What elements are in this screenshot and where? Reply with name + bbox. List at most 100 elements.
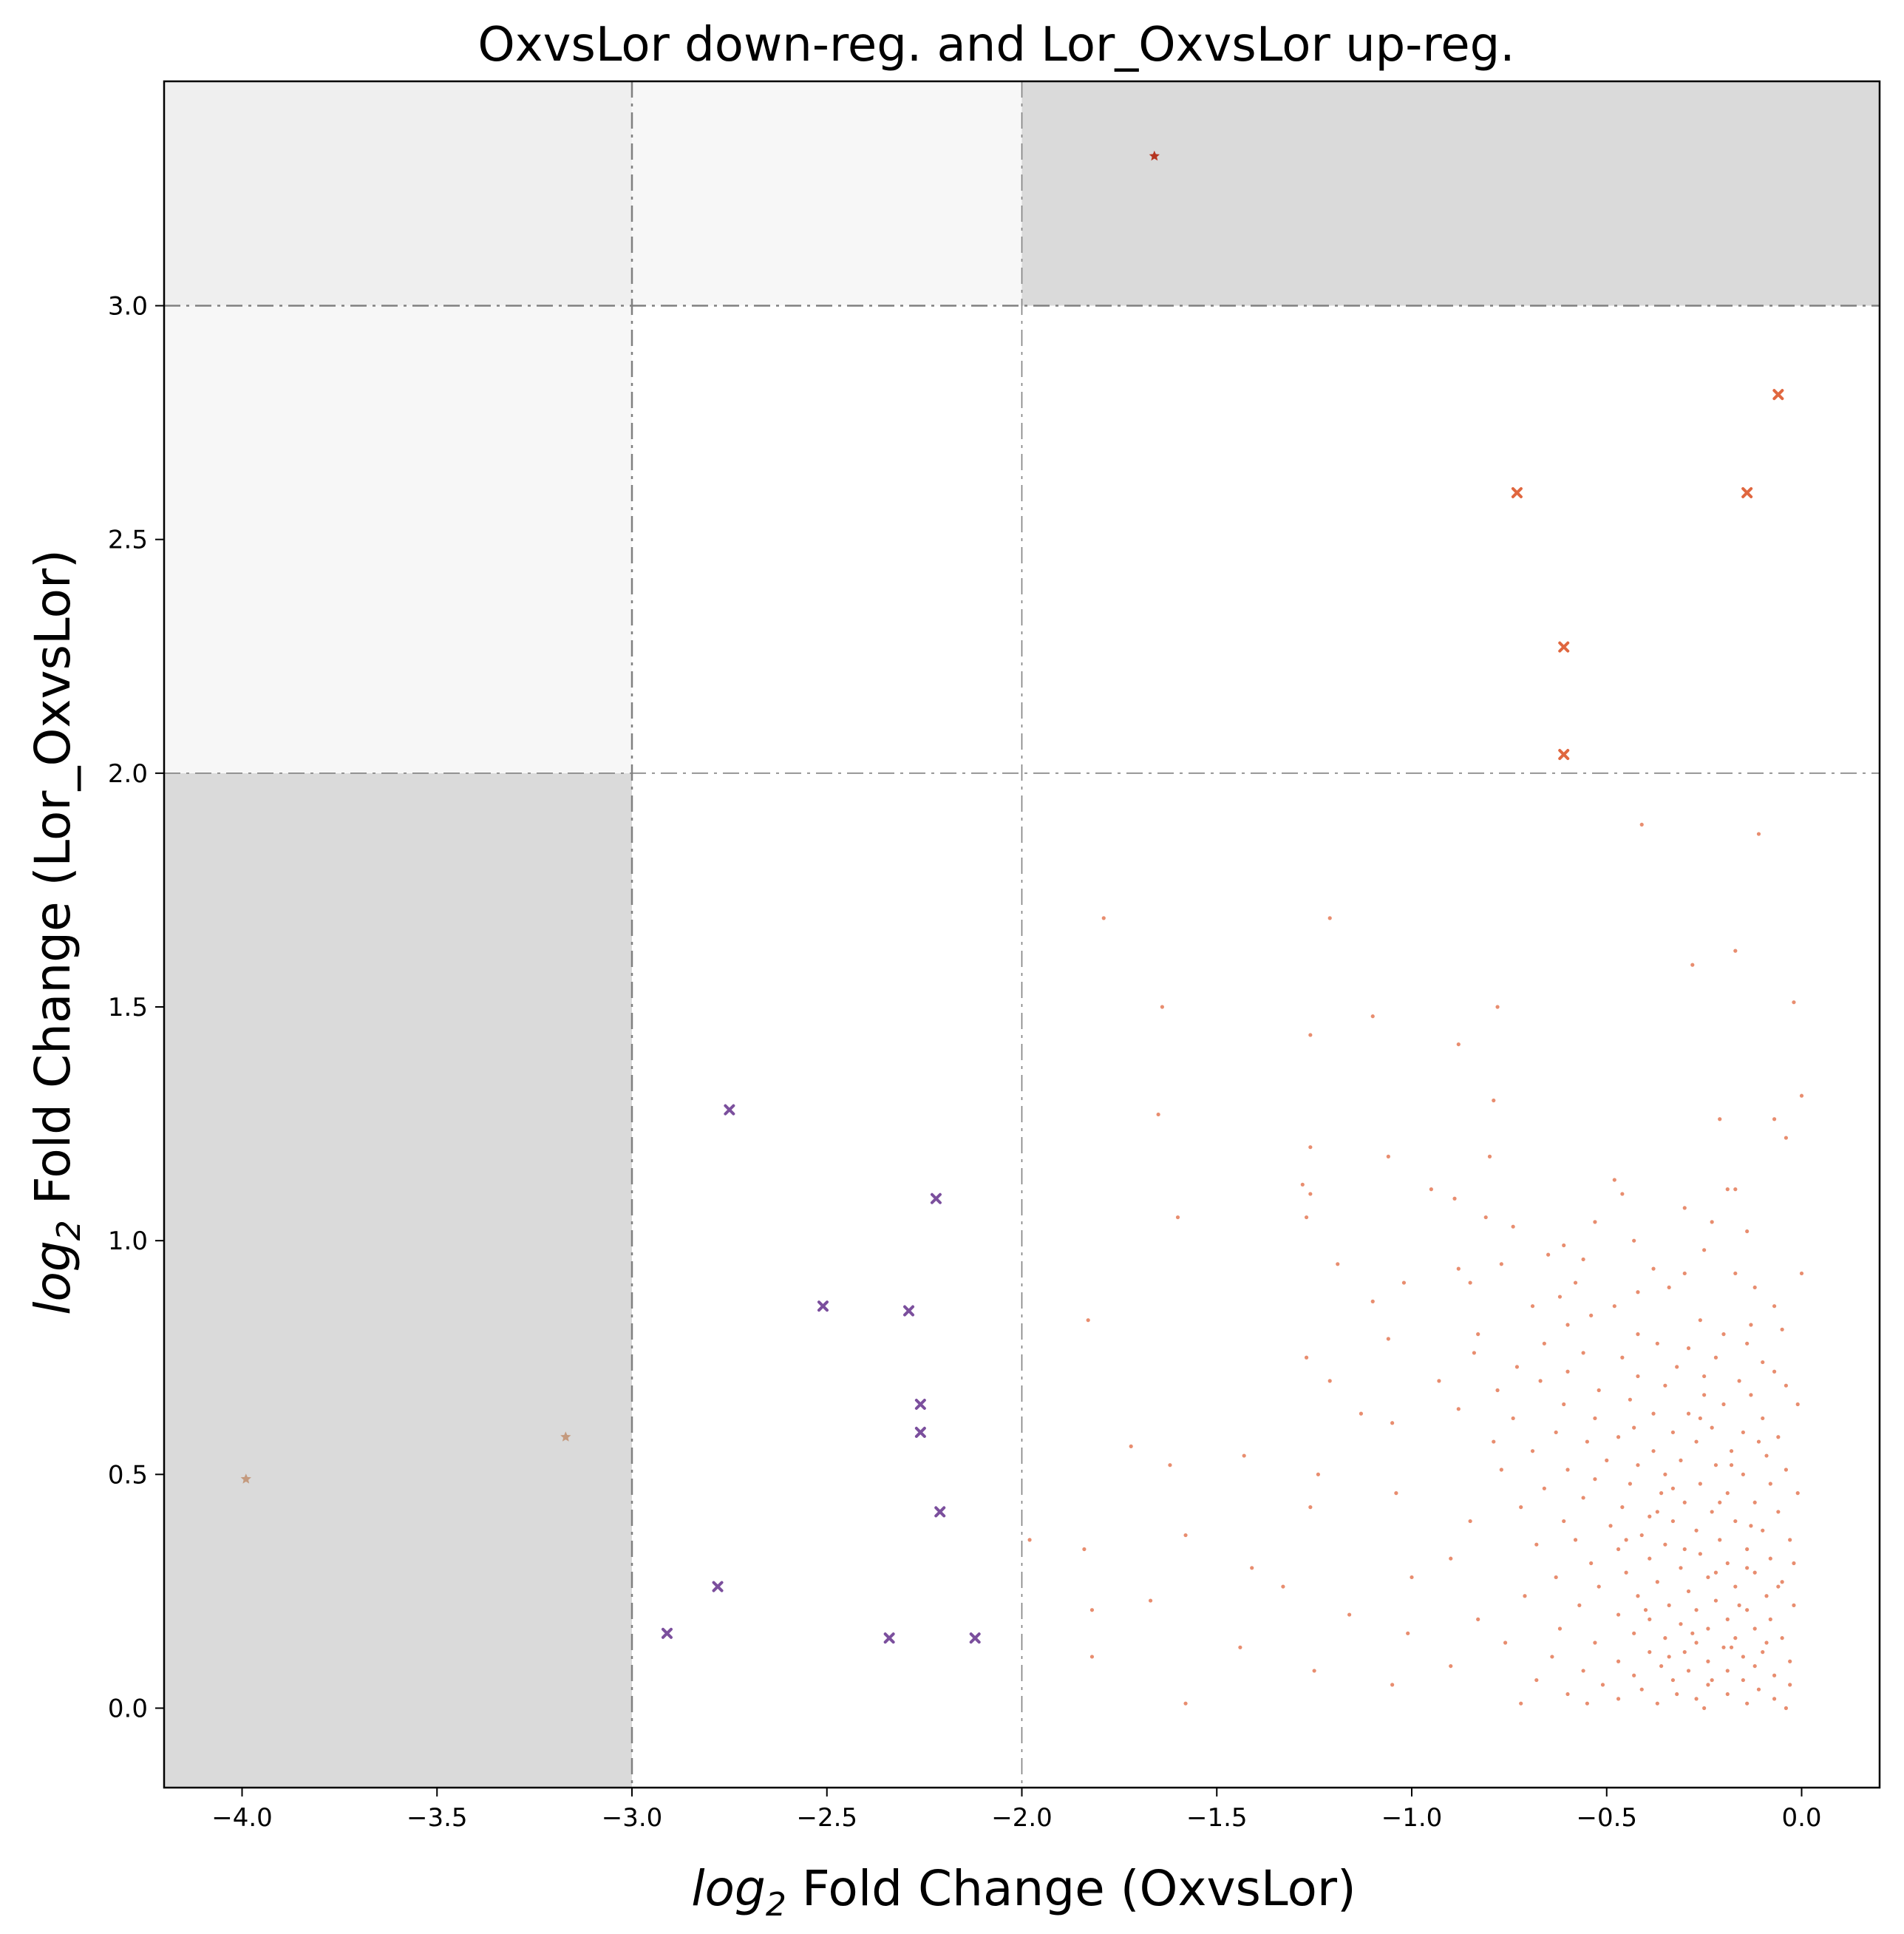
data-point-3-1 xyxy=(930,1192,942,1204)
data-point-4-98 xyxy=(1721,1402,1726,1407)
data-point-4-108 xyxy=(1710,1425,1714,1430)
data-point-4-121 xyxy=(1530,1449,1535,1453)
data-point-4-64 xyxy=(1565,1323,1570,1327)
data-point-4-106 xyxy=(1761,1416,1765,1421)
data-point-4-248 xyxy=(1675,1692,1679,1697)
data-point-4-128 xyxy=(1565,1468,1570,1472)
data-point-4-34 xyxy=(1562,1243,1566,1248)
data-point-4-275 xyxy=(1710,1677,1714,1683)
data-point-4-55 xyxy=(1557,1295,1563,1299)
y-tick-label-4: 2.0 xyxy=(108,759,148,789)
y-tick-label-6: 3.0 xyxy=(108,292,148,322)
data-point-4-205 xyxy=(1768,1617,1772,1621)
data-point-4-258 xyxy=(1784,1706,1788,1711)
data-point-4-164 xyxy=(1718,1538,1722,1542)
data-point-4-102 xyxy=(1686,1411,1691,1416)
data-point-4-250 xyxy=(1725,1692,1730,1697)
data-point-4-225 xyxy=(1741,1655,1745,1659)
data-point-4-223 xyxy=(1682,1650,1687,1655)
data-point-4-199 xyxy=(1694,1608,1699,1612)
data-point-4-139 xyxy=(1542,1486,1546,1490)
x-tick-label-1: −3.5 xyxy=(407,1803,468,1833)
data-point-4-200 xyxy=(1616,1612,1621,1617)
data-point-4-45 xyxy=(1499,1262,1503,1266)
data-point-4-221 xyxy=(1761,1650,1765,1655)
data-point-4-156 xyxy=(1608,1524,1613,1528)
data-point-4-43 xyxy=(1336,1262,1340,1266)
x-tick-label-3: −2.5 xyxy=(796,1803,857,1833)
data-point-4-280 xyxy=(1792,1561,1796,1566)
data-point-4-140 xyxy=(1659,1491,1664,1496)
data-point-4-131 xyxy=(1168,1463,1172,1468)
data-point-4-239 xyxy=(1670,1677,1676,1683)
y-axis-label-rest: Fold Change (Lor_OxvsLor) xyxy=(24,549,81,1220)
data-point-4-163 xyxy=(1183,1533,1188,1538)
data-point-4-133 xyxy=(1741,1472,1745,1476)
data-point-4-213 xyxy=(1733,1636,1738,1640)
data-point-4-119 xyxy=(1651,1449,1656,1453)
data-point-4-38 xyxy=(1632,1238,1636,1243)
shaded-region-4 xyxy=(632,81,1022,306)
data-point-4-236 xyxy=(1632,1673,1636,1677)
data-point-4-48 xyxy=(1733,1271,1738,1276)
data-point-4-84 xyxy=(1702,1374,1707,1379)
x-tick-label-7: −0.5 xyxy=(1576,1803,1637,1833)
data-point-4-71 xyxy=(1745,1341,1750,1346)
data-point-4-127 xyxy=(1713,1463,1718,1468)
y-tick-label-2: 1.0 xyxy=(108,1226,148,1256)
data-point-4-230 xyxy=(1659,1663,1664,1669)
data-point-4-188 xyxy=(1686,1589,1691,1594)
data-point-4-16 xyxy=(1772,1117,1777,1122)
data-point-4-63 xyxy=(1086,1318,1090,1323)
data-point-4-179 xyxy=(1624,1570,1628,1575)
data-point-4-54 xyxy=(1636,1290,1640,1295)
data-point-4-27 xyxy=(1620,1192,1625,1196)
data-point-4-23 xyxy=(1429,1187,1433,1192)
data-point-4-217 xyxy=(1694,1640,1699,1645)
data-point-4-145 xyxy=(1682,1500,1687,1504)
data-point-2-3 xyxy=(1558,641,1570,653)
data-point-4-90 xyxy=(1597,1388,1601,1393)
data-point-4-58 xyxy=(1612,1304,1616,1309)
data-point-4-153 xyxy=(1562,1519,1566,1524)
data-point-4-79 xyxy=(1514,1365,1520,1369)
data-point-4-209 xyxy=(1706,1626,1710,1631)
data-point-4-235 xyxy=(1725,1669,1730,1673)
data-point-2-1 xyxy=(1511,486,1523,498)
data-point-4-99 xyxy=(1795,1402,1800,1407)
data-point-4-198 xyxy=(1792,1603,1796,1607)
data-point-4-265 xyxy=(1667,1655,1671,1659)
data-point-4-271 xyxy=(1698,1416,1702,1421)
shaded-regions xyxy=(164,81,1880,1788)
data-point-4-226 xyxy=(1616,1659,1621,1663)
data-point-2-2 xyxy=(1741,486,1753,498)
data-point-4-113 xyxy=(1616,1435,1621,1439)
data-point-4-68 xyxy=(1780,1327,1784,1331)
data-point-4-33 xyxy=(1401,1280,1407,1285)
data-point-4-142 xyxy=(1795,1491,1800,1496)
x-axis-label-math: log xyxy=(691,1860,766,1917)
data-point-4-256 xyxy=(1745,1701,1750,1706)
data-point-4-175 xyxy=(1449,1556,1453,1561)
data-point-4-191 xyxy=(1523,1594,1527,1598)
data-point-4-25 xyxy=(1733,1187,1738,1192)
data-point-1-0 xyxy=(240,1473,251,1484)
data-point-3-0 xyxy=(724,1104,735,1116)
data-point-4-148 xyxy=(1519,1505,1523,1510)
data-point-4-170 xyxy=(1698,1552,1702,1556)
data-point-4-120 xyxy=(1729,1449,1734,1453)
data-point-4-183 xyxy=(1655,1580,1659,1584)
data-point-4-184 xyxy=(1410,1575,1414,1580)
data-point-3-6 xyxy=(934,1506,946,1518)
data-point-4-249 xyxy=(1565,1692,1570,1697)
data-point-3-4 xyxy=(914,1398,926,1410)
data-point-4-152 xyxy=(1776,1510,1781,1514)
y-tick-label-5: 2.5 xyxy=(108,526,148,555)
data-point-4-158 xyxy=(1468,1519,1472,1524)
data-point-4-194 xyxy=(1667,1603,1671,1607)
data-point-4-195 xyxy=(1148,1598,1153,1603)
x-tick-label-5: −1.5 xyxy=(1186,1803,1248,1833)
data-point-4-70 xyxy=(1655,1341,1659,1346)
data-point-4-9 xyxy=(1370,1014,1375,1019)
